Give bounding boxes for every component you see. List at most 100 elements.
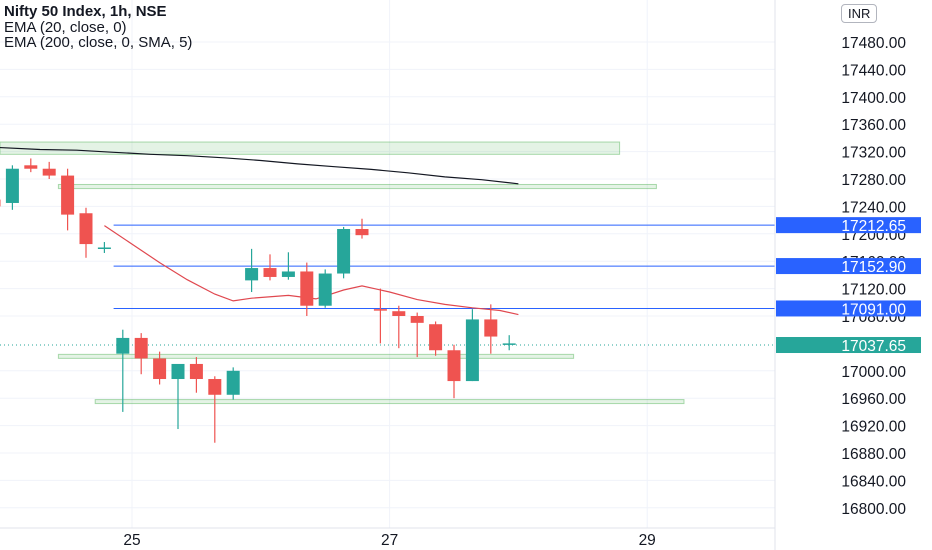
candle xyxy=(263,254,277,281)
candle-body xyxy=(373,309,387,311)
price-tick-label: 17360.00 xyxy=(841,117,906,134)
price-tick-label: 17320.00 xyxy=(841,145,906,162)
time-tick-label: 29 xyxy=(639,532,656,549)
zone-rect xyxy=(0,141,621,155)
candle-body xyxy=(281,271,295,277)
candle-body xyxy=(465,319,479,382)
candle-body xyxy=(5,168,19,203)
price-tick-label: 16880.00 xyxy=(841,446,906,463)
candle-body xyxy=(153,358,167,380)
level-price-tag xyxy=(776,217,921,234)
time-axis[interactable]: 25 27 29 xyxy=(0,527,775,549)
candle xyxy=(465,309,479,382)
candle xyxy=(42,161,56,179)
candle xyxy=(97,242,111,253)
candle xyxy=(79,207,93,258)
last-price-tag xyxy=(776,337,921,354)
candle-body xyxy=(97,247,111,249)
candle-body xyxy=(447,350,461,382)
ema200-line xyxy=(0,146,519,185)
candle-body xyxy=(502,343,516,345)
candle-body xyxy=(337,229,351,274)
legend-ema200[interactable]: EMA (200, close, 0, SMA, 5) xyxy=(4,34,193,51)
last-price-label: 17037.65 xyxy=(841,338,906,355)
candle xyxy=(337,226,351,279)
candle xyxy=(5,165,19,210)
level-price-label: 17212.65 xyxy=(841,218,906,235)
candle xyxy=(153,351,167,385)
price-tick-label: 17440.00 xyxy=(841,62,906,79)
price-tick-label: 16920.00 xyxy=(841,419,906,436)
candle-body xyxy=(171,363,185,380)
candle xyxy=(226,367,240,400)
candle xyxy=(318,269,332,308)
candle xyxy=(392,305,406,349)
candle xyxy=(116,329,130,412)
candle-body xyxy=(134,337,148,359)
candle xyxy=(61,168,75,231)
candle-body xyxy=(410,316,424,323)
ema20-line xyxy=(104,225,519,316)
legend-ema20[interactable]: EMA (20, close, 0) xyxy=(4,18,127,36)
candle-body xyxy=(24,165,38,169)
price-tick-label: 17400.00 xyxy=(841,90,906,107)
candle xyxy=(447,344,461,399)
zone-rect xyxy=(57,353,575,359)
candle-body xyxy=(245,268,259,281)
zone-rect xyxy=(57,183,657,190)
candle-body xyxy=(263,268,277,277)
price-tick-label: 17240.00 xyxy=(841,199,906,216)
candle-body xyxy=(42,168,56,176)
candle-body xyxy=(61,175,75,215)
price-axis[interactable]: 17480.00 17440.00 17400.00 17360.00 17320.00… xyxy=(774,0,921,550)
time-tick-label: 27 xyxy=(381,532,398,549)
price-tick-label: 17000.00 xyxy=(841,364,906,381)
price-tick-label: 17280.00 xyxy=(841,172,906,189)
candle xyxy=(24,158,38,173)
candle xyxy=(410,312,424,358)
price-tick-label: 16960.00 xyxy=(841,391,906,408)
grid xyxy=(0,0,775,528)
price-tick-label: 16800.00 xyxy=(841,501,906,518)
candle xyxy=(0,199,1,207)
zone-rect xyxy=(94,399,685,405)
horizontal-levels xyxy=(0,224,775,346)
candle-body xyxy=(429,324,443,351)
price-tick-label: 17480.00 xyxy=(841,35,906,52)
candle-body xyxy=(392,311,406,316)
candle xyxy=(373,288,387,344)
currency-badge[interactable]: INR xyxy=(841,4,878,23)
candle xyxy=(281,252,295,280)
candle xyxy=(134,333,148,375)
candle-body xyxy=(226,370,240,395)
candle-body xyxy=(484,319,498,337)
support-resistance-zones xyxy=(0,141,685,405)
price-tick-label: 17120.00 xyxy=(841,282,906,299)
candle-body xyxy=(79,213,93,245)
candle xyxy=(484,304,498,354)
candle xyxy=(171,363,185,430)
candle xyxy=(189,357,203,393)
candle xyxy=(502,335,516,351)
symbol-title[interactable]: Nifty 50 Index, 1h, NSE xyxy=(4,3,167,20)
candle xyxy=(429,321,443,356)
level-price-tag xyxy=(776,300,921,317)
candle-body xyxy=(189,363,203,380)
candle-body xyxy=(208,379,222,395)
candle-body xyxy=(318,273,332,306)
candle xyxy=(245,248,259,293)
level-price-label: 17152.90 xyxy=(841,259,906,276)
candle-body xyxy=(0,199,1,207)
level-price-tag xyxy=(776,258,921,275)
indicator-lines xyxy=(0,146,519,316)
candle xyxy=(300,262,314,316)
time-tick-label: 25 xyxy=(123,532,140,549)
candle xyxy=(355,218,369,239)
candle-body xyxy=(355,229,369,236)
candle-body xyxy=(116,337,130,354)
chart-legend: Nifty 50 Index, 1h, NSE EMA (20, close, … xyxy=(4,4,192,51)
candles xyxy=(0,158,516,443)
level-price-label: 17091.00 xyxy=(841,301,906,318)
